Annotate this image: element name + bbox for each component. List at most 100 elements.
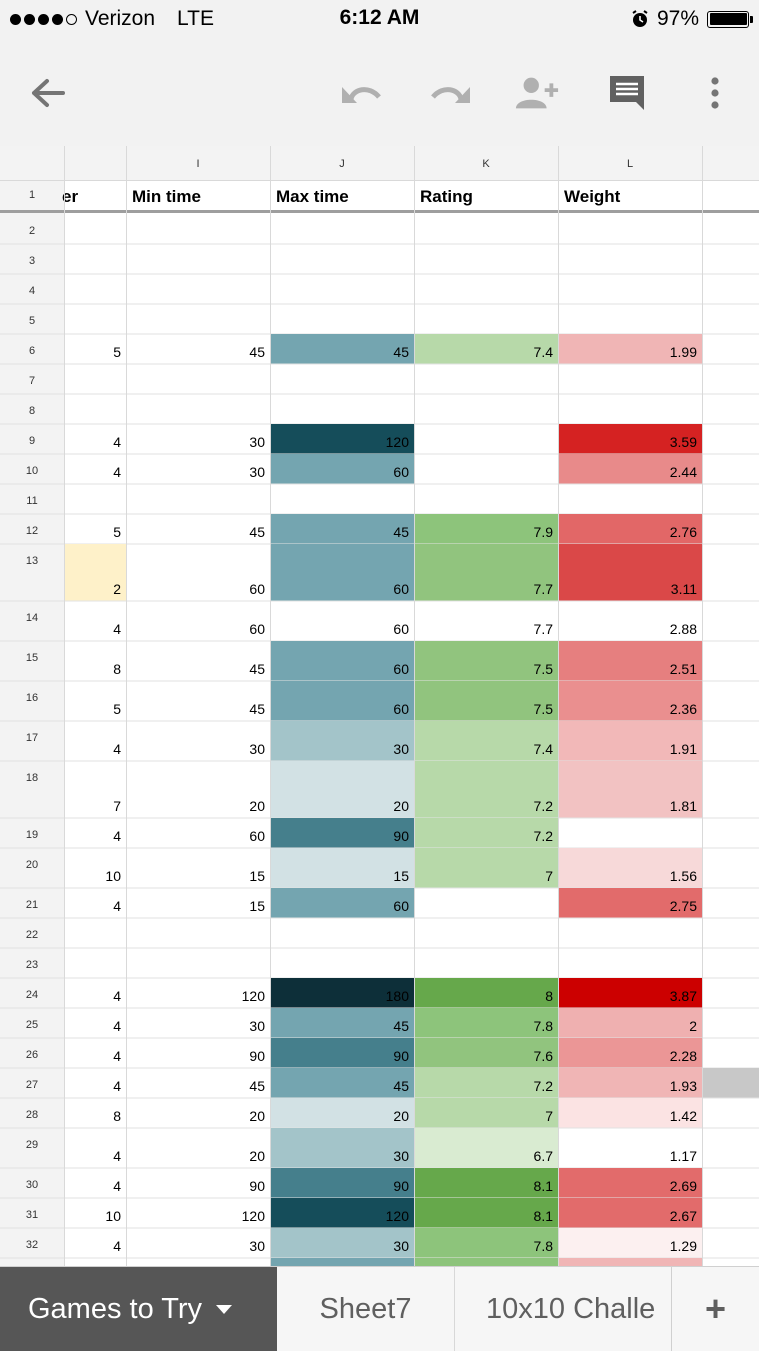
cell-value: 7.9 [534,524,554,540]
tab-10x10-challenge[interactable]: 10x10 Challe [455,1267,672,1351]
cell-value: 120 [242,1208,266,1224]
alarm-icon [632,10,648,27]
cell-value: 60 [249,581,265,597]
cell-fill [558,1038,702,1068]
cell-value: 4 [113,1238,121,1254]
cell-value: 45 [249,524,265,540]
network-label: LTE [177,7,215,30]
cell-fill [414,1038,558,1068]
back-arrow-icon[interactable] [25,70,71,116]
cell-fill [558,1168,702,1198]
more-vert-icon[interactable] [692,70,738,116]
cell-value: 60 [249,621,265,637]
cell-fill [414,1128,558,1168]
row-number: 16 [26,692,38,704]
cell-fill [270,1098,414,1128]
cell-fill [270,424,414,454]
cell-value: 7.7 [534,581,554,597]
cell-fill [558,681,702,721]
row-number: 7 [29,375,35,387]
battery-percent: 97% [656,7,699,30]
cell-value: 4 [113,464,121,480]
cell-value: 90 [393,1048,409,1064]
row-number: 14 [26,612,38,624]
cell-fill [270,681,414,721]
cell-fill [270,818,414,848]
chevron-down-icon[interactable] [216,1304,233,1314]
add-person-icon[interactable] [514,70,560,116]
spreadsheet-grid[interactable]: I J K L 1 er Min time Max time Rating Weight 2 3 4 5 6… [0,146,759,1266]
add-sheet-button[interactable]: + [671,1267,759,1351]
cell-value: 45 [249,344,265,360]
comment-icon[interactable] [604,70,650,116]
cell-value: 120 [386,434,410,450]
cell-value: 30 [249,1238,265,1254]
redo-icon[interactable] [428,70,474,116]
cell-value: 7.7 [534,621,554,637]
tab-games-to-try[interactable]: Games to Try [0,1267,277,1351]
cell-value: 15 [249,898,265,914]
cell-value: 2 [689,1018,697,1034]
cell-fill [558,334,702,364]
cell-value: 90 [393,1178,409,1194]
cell-value: 4 [113,988,121,1004]
row-number: 10 [26,465,38,477]
cell-value: 6.7 [534,1148,554,1164]
cell-value: 1.42 [670,1108,697,1124]
column-header-band [0,146,759,180]
column-header-k: K [482,158,490,170]
undo-icon[interactable] [338,70,384,116]
row-number: 9 [29,435,35,447]
cell-fill [414,1168,558,1198]
cell-fill [558,978,702,1008]
cell-value: 10 [105,868,121,884]
cell-fill [270,1228,414,1258]
cell-fill [270,848,414,888]
cell-value: 2.88 [670,621,697,637]
cell-value: 5 [113,524,121,540]
row-number: 5 [29,315,35,327]
row-number: 23 [26,959,38,971]
tab-sheet7[interactable]: Sheet7 [277,1267,455,1351]
cell-fill [270,641,414,681]
cell-value: 3.59 [670,434,697,450]
tab-label: Sheet7 [319,1292,412,1325]
header-cell: Max time [276,187,349,206]
cell-value: 7 [545,1108,553,1124]
cell-value: 7.5 [534,701,554,717]
cell-fill [558,424,702,454]
selected-cell[interactable] [702,1068,759,1098]
cell-fill [558,761,702,818]
cell-fill [414,818,558,848]
cell-value: 7.6 [534,1048,554,1064]
cell-value: 45 [393,1078,409,1094]
cell-value: 45 [249,1078,265,1094]
cell-value: 90 [393,828,409,844]
row-number: 6 [29,345,35,357]
cell-value: 20 [393,798,409,814]
cell-value: 7 [545,868,553,884]
cell-value: 7.8 [534,1238,554,1254]
tab-label: Games to Try [28,1292,203,1325]
cell-value: 4 [113,1048,121,1064]
row-number: 1 [29,189,35,201]
row-header-band [0,146,64,1266]
row-number: 17 [26,732,38,744]
cell-value: 7.8 [534,1018,554,1034]
cell-fill [414,761,558,818]
cell-fill [414,1068,558,1098]
row-number: 19 [26,829,38,841]
row-number: 30 [26,1179,38,1191]
cell-fill [558,1198,702,1228]
row-number: 32 [26,1239,38,1251]
cell-value: 1.29 [670,1238,697,1254]
column-header-i: I [196,158,199,170]
grid-canvas: I J K L1 er Min time Max time Rating Weight23456… [0,146,759,1266]
cell-fill [270,1038,414,1068]
cell-value: 8 [113,1108,121,1124]
row-number: 21 [26,899,38,911]
cell-value: 4 [113,1148,121,1164]
cell-fill [558,544,702,601]
row-number: 15 [26,652,38,664]
cell-fill [414,721,558,761]
